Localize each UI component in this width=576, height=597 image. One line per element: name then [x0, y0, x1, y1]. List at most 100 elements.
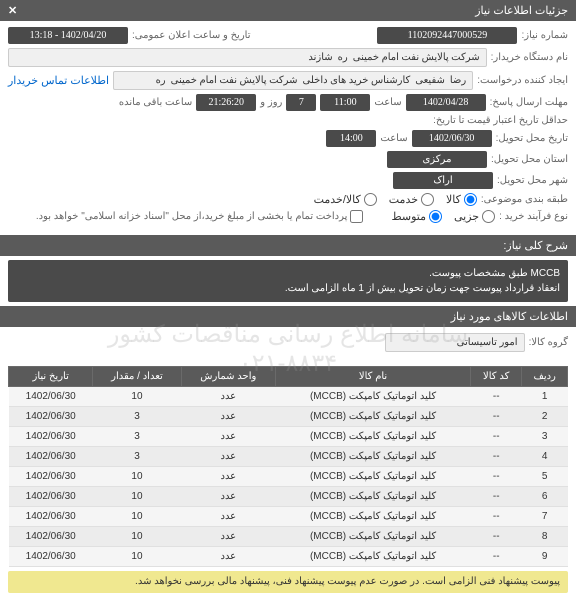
- table-cell: 2: [522, 407, 568, 427]
- table-row[interactable]: 4--کلید اتوماتیک کامپکت (MCCB)عدد31402/0…: [9, 447, 568, 467]
- radio-khedmat-input[interactable]: [421, 193, 434, 206]
- payment-checkbox-input[interactable]: [350, 210, 363, 223]
- niaz-number-input[interactable]: [377, 27, 517, 44]
- remaining-label: ساعت باقی مانده: [119, 97, 192, 108]
- table-cell: 10: [93, 527, 181, 547]
- table-cell: 4: [522, 447, 568, 467]
- requester-input[interactable]: [113, 71, 473, 90]
- radio-kala-label: کالا: [446, 193, 461, 206]
- table-cell: 3: [93, 407, 181, 427]
- table-cell: --: [471, 447, 522, 467]
- radio-medium-label: متوسط: [391, 210, 426, 223]
- table-cell: عدد: [181, 387, 276, 407]
- radio-khedmat[interactable]: خدمت: [389, 193, 434, 206]
- radio-medium[interactable]: متوسط: [391, 210, 442, 223]
- table-column-header: واحد شمارش: [181, 367, 276, 387]
- remaining-time-input[interactable]: [196, 94, 256, 111]
- time-label-1: ساعت: [374, 97, 401, 108]
- province-label: استان محل تحویل:: [491, 154, 568, 165]
- table-cell: کلید اتوماتیک کامپکت (MCCB): [276, 427, 471, 447]
- deadline-date-input[interactable]: [406, 94, 486, 111]
- delivery-date-label: تاریخ محل تحویل:: [496, 133, 568, 144]
- table-row[interactable]: 7--کلید اتوماتیک کامپکت (MCCB)عدد101402/…: [9, 507, 568, 527]
- items-table: ردیفکد کالانام کالاواحد شمارشتعداد / مقد…: [8, 366, 568, 567]
- table-cell: --: [471, 467, 522, 487]
- table-body: 1--کلید اتوماتیک کامپکت (MCCB)عدد101402/…: [9, 387, 568, 567]
- radio-kala-khedmat[interactable]: کالا/خدمت: [314, 193, 377, 206]
- close-icon[interactable]: ✕: [8, 4, 17, 17]
- min-validity-label: حداقل تاریخ اعتبار قیمت تا تاریخ:: [433, 115, 568, 126]
- table-cell: عدد: [181, 427, 276, 447]
- group-input[interactable]: [385, 333, 525, 352]
- radio-small-input[interactable]: [482, 210, 495, 223]
- buyer-label: نام دستگاه خریدار:: [491, 52, 568, 63]
- items-section-title: اطلاعات کالاهای مورد نیاز: [0, 306, 576, 327]
- radio-medium-input[interactable]: [429, 210, 442, 223]
- process-label: نوع فرآیند خرید :: [499, 211, 568, 222]
- table-cell: 6: [522, 487, 568, 507]
- table-cell: 10: [93, 387, 181, 407]
- province-input[interactable]: [387, 151, 487, 168]
- table-cell: عدد: [181, 527, 276, 547]
- footer-note: پیوست پیشنهاد فنی الزامی است. در صورت عد…: [8, 571, 568, 593]
- delivery-date-input[interactable]: [412, 130, 492, 147]
- table-column-header: نام کالا: [276, 367, 471, 387]
- table-header-row: ردیفکد کالانام کالاواحد شمارشتعداد / مقد…: [9, 367, 568, 387]
- table-cell: کلید اتوماتیک کامپکت (MCCB): [276, 447, 471, 467]
- radio-kala[interactable]: کالا: [446, 193, 477, 206]
- table-cell: --: [471, 407, 522, 427]
- table-row[interactable]: 8--کلید اتوماتیک کامپکت (MCCB)عدد101402/…: [9, 527, 568, 547]
- days-label: روز و: [260, 97, 282, 108]
- process-radio-group: جزیی متوسط: [391, 210, 495, 223]
- niaz-number-label: شماره نیاز:: [521, 30, 568, 41]
- table-cell: --: [471, 487, 522, 507]
- table-row[interactable]: 3--کلید اتوماتیک کامپکت (MCCB)عدد31402/0…: [9, 427, 568, 447]
- table-cell: عدد: [181, 487, 276, 507]
- radio-small-label: جزیی: [454, 210, 479, 223]
- table-cell: عدد: [181, 507, 276, 527]
- dialog-title: جزئیات اطلاعات نیاز: [475, 4, 568, 17]
- table-cell: کلید اتوماتیک کامپکت (MCCB): [276, 527, 471, 547]
- table-cell: کلید اتوماتیک کامپکت (MCCB): [276, 507, 471, 527]
- table-cell: 1402/06/30: [9, 527, 93, 547]
- city-label: شهر محل تحویل:: [497, 175, 568, 186]
- desc-line-1: MCCB طبق مشخصات پیوست.: [16, 266, 560, 281]
- contact-link[interactable]: اطلاعات تماس خریدار: [8, 74, 109, 87]
- deadline-time-input[interactable]: [320, 94, 370, 111]
- days-input[interactable]: [286, 94, 316, 111]
- table-column-header: تاریخ نیاز: [9, 367, 93, 387]
- radio-kala-input[interactable]: [464, 193, 477, 206]
- radio-kala-khedmat-input[interactable]: [364, 193, 377, 206]
- category-radio-group: کالا خدمت کالا/خدمت: [314, 193, 477, 206]
- table-row[interactable]: 1--کلید اتوماتیک کامپکت (MCCB)عدد101402/…: [9, 387, 568, 407]
- radio-khedmat-label: خدمت: [389, 193, 418, 206]
- table-row[interactable]: 2--کلید اتوماتیک کامپکت (MCCB)عدد31402/0…: [9, 407, 568, 427]
- radio-small[interactable]: جزیی: [454, 210, 495, 223]
- delivery-time-input[interactable]: [326, 130, 376, 147]
- category-label: طبقه بندی موضوعی:: [481, 194, 568, 205]
- group-label: گروه کالا:: [529, 337, 568, 348]
- table-cell: عدد: [181, 447, 276, 467]
- table-cell: 3: [522, 427, 568, 447]
- table-cell: 1402/06/30: [9, 447, 93, 467]
- table-cell: 3: [93, 427, 181, 447]
- general-description: MCCB طبق مشخصات پیوست. انعقاد قرارداد پی…: [8, 260, 568, 302]
- payment-note: پرداخت تمام یا بخشی از مبلغ خرید،از محل …: [36, 211, 348, 222]
- table-cell: 5: [522, 467, 568, 487]
- desc-line-2: انعقاد قرارداد پیوست جهت زمان تحویل بیش …: [16, 281, 560, 296]
- buyer-input[interactable]: [8, 48, 487, 67]
- general-section-title: شرح کلی نیاز:: [0, 235, 576, 256]
- table-cell: --: [471, 507, 522, 527]
- table-cell: عدد: [181, 467, 276, 487]
- announce-input[interactable]: [8, 27, 128, 44]
- table-cell: 1402/06/30: [9, 507, 93, 527]
- table-cell: کلید اتوماتیک کامپکت (MCCB): [276, 387, 471, 407]
- table-row[interactable]: 6--کلید اتوماتیک کامپکت (MCCB)عدد101402/…: [9, 487, 568, 507]
- city-input[interactable]: [393, 172, 493, 189]
- table-cell: 7: [522, 507, 568, 527]
- payment-checkbox[interactable]: پرداخت تمام یا بخشی از مبلغ خرید،از محل …: [36, 210, 364, 223]
- table-row[interactable]: 5--کلید اتوماتیک کامپکت (MCCB)عدد101402/…: [9, 467, 568, 487]
- table-cell: کلید اتوماتیک کامپکت (MCCB): [276, 467, 471, 487]
- table-cell: --: [471, 527, 522, 547]
- table-cell: 1402/06/30: [9, 407, 93, 427]
